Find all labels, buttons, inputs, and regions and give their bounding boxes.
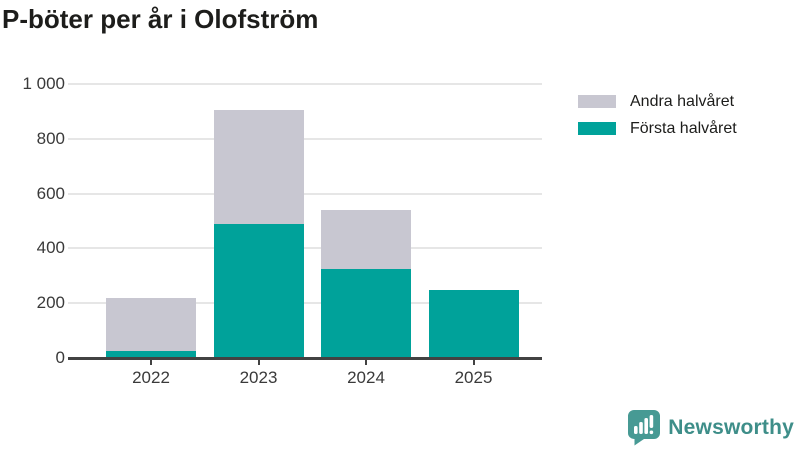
legend-swatch-forsta <box>578 122 616 135</box>
y-tick-label: 0 <box>55 348 65 367</box>
bar-2025-forsta-halvaret <box>428 289 519 358</box>
x-tick-label-2023: 2023 <box>239 368 278 387</box>
x-tick-2024 <box>365 359 367 365</box>
bar-2023-forsta-halvaret <box>213 223 304 358</box>
y-tick-label: 200 <box>36 293 65 313</box>
gridline-800 <box>68 137 542 140</box>
y-tick-label: 1 000 <box>22 74 65 93</box>
gridline-600 <box>68 192 542 195</box>
x-tick-label-2022: 2022 <box>132 368 170 387</box>
newsworthy-logo-text: Newsworthy <box>668 415 794 439</box>
chart-title: P-böter per år i Olofström <box>2 4 319 34</box>
legend-item-forsta-halvaret: Första halvåret <box>578 120 737 137</box>
x-tick-label-2024: 2024 <box>347 368 385 387</box>
gridline-200 <box>68 302 542 305</box>
y-tick-label: 600 <box>36 183 65 203</box>
legend-item-andra-halvaret: Andra halvåret <box>578 93 737 110</box>
legend-label-andra: Andra halvåret <box>630 92 735 110</box>
x-tick-2025 <box>472 359 475 365</box>
bar-2024-andra-halvaret <box>321 210 411 269</box>
y-tick-label: 400 <box>36 238 65 258</box>
gridline-1000 <box>68 83 542 85</box>
x-tick-2023 <box>257 359 260 365</box>
x-axis-line <box>68 356 542 360</box>
legend: Andra halvåret Första halvåret <box>578 93 737 147</box>
x-tick-label-2025: 2025 <box>454 368 493 387</box>
bar-2022-forsta-halvaret <box>106 351 196 358</box>
bar-2024-forsta-halvaret <box>321 268 411 358</box>
newsworthy-logo: Newsworthy <box>627 409 794 446</box>
y-tick-label: 800 <box>36 128 65 148</box>
newsworthy-speech-bubble-bar-chart-icon <box>628 410 661 446</box>
bar-2023-andra-halvaret <box>213 110 304 224</box>
gridline-400 <box>68 247 542 250</box>
x-tick-2022 <box>150 359 152 365</box>
bar-2022-andra-halvaret <box>106 297 196 352</box>
legend-label-forsta: Första halvåret <box>630 119 737 137</box>
legend-swatch-andra <box>578 95 616 108</box>
